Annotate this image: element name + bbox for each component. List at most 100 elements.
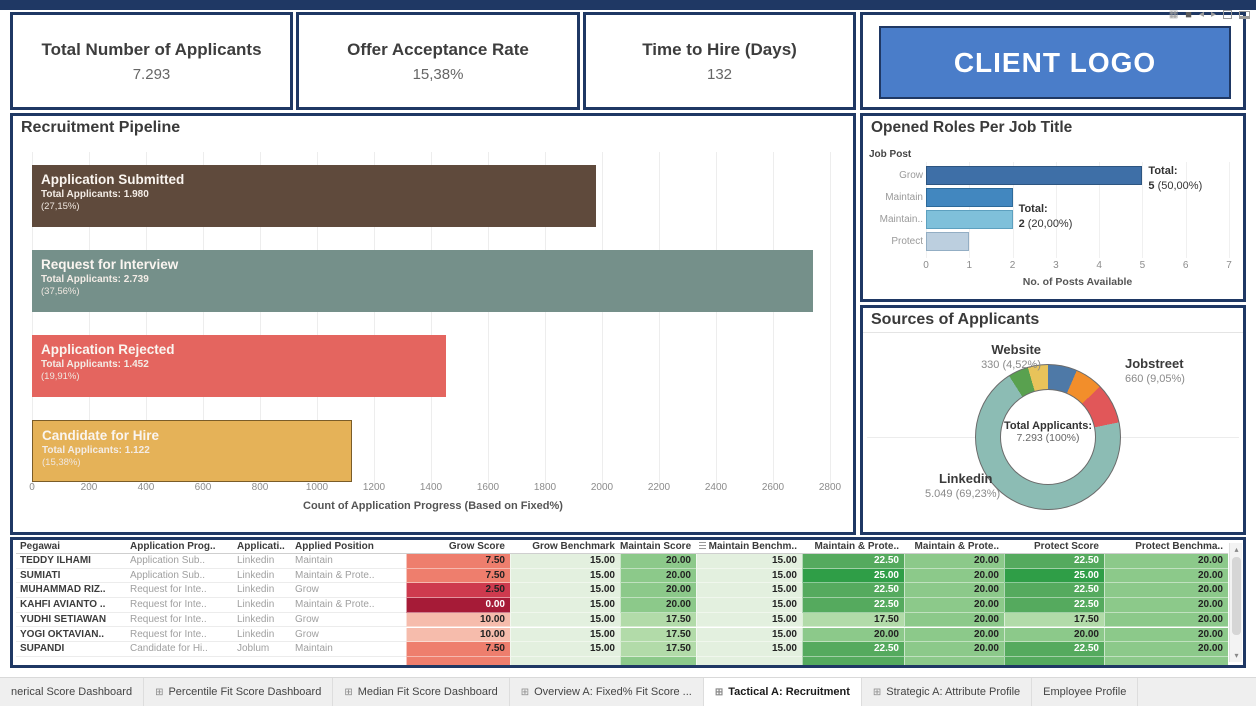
cell-employee-name: MUHAMMAD RIZ.. [16,583,126,599]
cell-score [1104,656,1228,665]
cell-text: Maintain & Prote.. [291,568,406,584]
x-axis-tick-label: 1200 [362,482,386,493]
cell-score: 22.50 [1004,598,1104,613]
table-row[interactable]: KAHFI AVIANTO .. Request for Inte.. Linked… [13,598,1228,613]
cell-score: 17.50 [620,627,696,643]
funnel-bar-application-rejected[interactable]: Application Rejected Total Applicants: 1.… [32,335,446,397]
roles-bar-grow[interactable] [926,166,1143,185]
cell-text: Maintain & Prote.. [291,598,406,613]
filmstrip-icon[interactable]: ■ [1185,8,1192,21]
column-header[interactable]: Application Prog.. [126,540,233,554]
prev-sheet-arrow-icon[interactable]: ◂ [1198,8,1204,20]
presentation-mode-icon[interactable] [1239,10,1250,19]
column-header[interactable]: Grow Score [406,540,510,554]
sheet-tab-median-fit-score-dashboard[interactable]: ⊞ Median Fit Score Dashboard [333,678,510,706]
gridline [1229,162,1230,258]
funnel-bar-percent: (37,56%) [41,286,80,297]
x-axis-tick-label: 0 [923,260,929,271]
sheet-tab-nerical-score-dashboard[interactable]: nerical Score Dashboard [0,678,145,706]
cell-score: 2.50 [406,583,510,599]
sort-icon[interactable] [698,542,706,551]
cell-employee-name: KAHFI AVIANTO .. [16,598,126,613]
x-axis-tick-label: 3 [1053,260,1059,271]
cell-score: 15.00 [510,627,620,643]
fit-score-table: Pegawai Application Prog.. Applicati.. Appl… [13,540,1243,665]
scroll-down-arrow[interactable]: ▾ [1234,651,1239,660]
column-header[interactable]: Applied Position [291,540,406,554]
cell-score: 17.50 [802,612,904,628]
cell-text: Linkedin [233,598,291,613]
sheet-tab-overview-a-fixed-fit-score[interactable]: ⊞ Overview A: Fixed% Fit Score ... [510,678,704,706]
column-header[interactable]: Grow Benchmark [510,540,620,554]
cell-score: 7.50 [406,568,510,584]
sheet-tab-tactical-a-recruitment[interactable]: ⊞ Tactical A: Recruitment [703,678,862,706]
column-header[interactable]: Protect Score [1004,540,1104,554]
cell-score: 20.00 [904,627,1004,643]
cell-score: 15.00 [510,598,620,613]
cell-score: 15.00 [696,568,802,584]
gridline [317,152,318,488]
x-axis-tick-label: 7 [1226,260,1232,271]
cell-text: Request for Inte.. [126,627,233,643]
cell-score: 15.00 [696,627,802,643]
scroll-up-arrow[interactable]: ▴ [1234,545,1239,554]
gridline [431,152,432,488]
roles-bar-protect[interactable] [926,232,970,251]
cell-text: Maintain [291,554,406,569]
column-header[interactable]: Maintain & Prote.. [802,540,904,554]
cell-text: Joblum [233,642,291,657]
funnel-bar-application-submitted[interactable]: Application Submitted Total Applicants: 1… [32,165,597,227]
cell-score: 17.50 [620,642,696,657]
scrollbar-thumb[interactable] [1232,557,1241,635]
x-axis-tick-label: 2200 [647,482,671,493]
table-row[interactable]: SUPANDI Candidate for Hi.. Joblum Maintain 7… [13,642,1228,657]
cell-score: 20.00 [620,554,696,569]
column-header[interactable]: Maintain Score [620,540,696,554]
column-header[interactable]: Applicati.. [233,540,291,554]
cell-score [696,656,802,665]
cell-text: Linkedin [233,568,291,584]
gridline [1142,162,1144,258]
table-row[interactable]: MUHAMMAD RIZ.. Request for Inte.. Linkedin… [13,583,1228,599]
sheet-tab-percentile-fit-score-dashboard[interactable]: ⊞ Percentile Fit Score Dashboard [144,678,334,706]
cell-score: 10.00 [406,612,510,628]
cell-score: 20.00 [904,568,1004,584]
sheet-tab-strategic-a-attribute-profile[interactable]: ⊞ Strategic A: Attribute Profile [862,678,1033,706]
x-axis-tick-label: 6 [1182,260,1189,271]
cell-score [620,656,696,665]
column-header[interactable]: Maintain Benchm.. [696,540,802,554]
column-header[interactable]: Protect Benchma.. [1104,540,1228,554]
roles-bar-maintain[interactable] [926,188,1013,207]
x-axis-tick-label: 200 [80,482,98,493]
column-header[interactable]: Pegawai [16,540,126,554]
gridline [374,152,375,488]
cell-score: 22.50 [1004,642,1104,657]
table-row[interactable]: TEDDY ILHAMI Application Sub.. Linkedin Mai… [13,554,1228,569]
funnel-bar-candidate-for-hire[interactable]: Candidate for Hire Total Applicants: 1.12… [32,420,352,482]
opened-roles-chart: 0 1 2 3 4 5 6 7 Grow Total: 5 (50,00%) Maintain Main… [863,116,1243,299]
cell-score: 20.00 [904,612,1004,628]
funnel-bar-total: Total Applicants: 1.980 [41,189,149,200]
cell-text [233,656,291,665]
next-sheet-arrow-icon[interactable]: ▸ [1210,8,1216,20]
table-row[interactable]: SUMIATI Application Sub.. Linkedin Maintain… [13,568,1228,584]
fullscreen-icon[interactable] [1223,10,1232,19]
table-scrollbar[interactable]: ▴ ▾ [1229,543,1242,662]
cell-score [510,656,620,665]
cell-score [802,656,904,665]
table-row[interactable]: YOGI OKTAVIAN.. Request for Inte.. Linkedi… [13,627,1228,643]
x-axis-tick-label: 0 [29,482,35,493]
funnel-bar-request-for-interview[interactable]: Request for Interview Total Applicants: 2… [32,250,813,312]
cell-score: 0.00 [406,598,510,613]
table-row[interactable]: YUDHI SETIAWAN Request for Inte.. Linkedin… [13,612,1228,628]
cell-score [406,656,510,665]
sheet-tab-employee-profile[interactable]: Employee Profile [1032,678,1139,706]
cell-score: 20.00 [904,598,1004,613]
cell-employee-name: YUDHI SETIAWAN [16,612,126,628]
cell-score: 22.50 [1004,583,1104,599]
funnel-bar-name: Application Rejected [41,342,175,357]
sheet-sorter-icon[interactable]: ▦ [1168,8,1179,20]
roles-bar-maintain[interactable] [926,210,1013,229]
tab-controls: ▦ ■ ◂ ▸ [1169,0,1250,29]
column-header[interactable]: Maintain & Prote.. [904,540,1004,554]
